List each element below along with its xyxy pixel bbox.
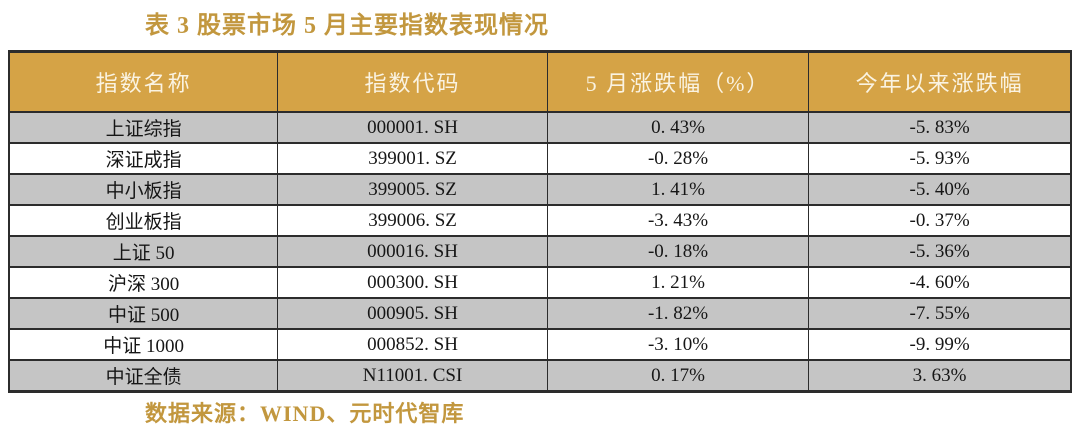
ytd-change-cell: -7. 55% bbox=[808, 297, 1072, 330]
may-change-cell: 0. 17% bbox=[546, 359, 810, 393]
may-change-cell: 1. 41% bbox=[546, 173, 810, 206]
index-name-cell: 中证 1000 bbox=[8, 328, 279, 361]
index-name-cell: 中小板指 bbox=[8, 173, 279, 206]
table-row: 创业板指 399006. SZ -3. 43% -0. 37% bbox=[8, 204, 1072, 237]
index-performance-table: 指数名称 指数代码 5 月涨跌幅（%） 今年以来涨跌幅 上证综指 000001.… bbox=[8, 50, 1072, 393]
index-name-cell: 深证成指 bbox=[8, 142, 279, 175]
may-change-cell: 1. 21% bbox=[546, 266, 810, 299]
ytd-change-cell: 3. 63% bbox=[808, 359, 1072, 393]
index-name-cell: 中证全债 bbox=[8, 359, 279, 393]
index-code-cell: 399001. SZ bbox=[277, 142, 548, 175]
page-title: 表 3 股票市场 5 月主要指数表现情况 bbox=[145, 13, 549, 39]
index-code-cell: 000016. SH bbox=[277, 235, 548, 268]
index-code-cell: N11001. CSI bbox=[277, 359, 548, 393]
index-code-cell: 000300. SH bbox=[277, 266, 548, 299]
table-row: 沪深 300 000300. SH 1. 21% -4. 60% bbox=[8, 266, 1072, 299]
table-row: 上证综指 000001. SH 0. 43% -5. 83% bbox=[8, 111, 1072, 144]
table-row: 中证 500 000905. SH -1. 82% -7. 55% bbox=[8, 297, 1072, 330]
ytd-change-cell: -5. 93% bbox=[808, 142, 1072, 175]
index-code-cell: 399005. SZ bbox=[277, 173, 548, 206]
may-change-cell: -0. 28% bbox=[546, 142, 810, 175]
index-name-cell: 上证 50 bbox=[8, 235, 279, 268]
index-code-cell: 000001. SH bbox=[277, 111, 548, 144]
index-code-cell: 000852. SH bbox=[277, 328, 548, 361]
may-change-cell: 0. 43% bbox=[546, 111, 810, 144]
may-change-cell: -1. 82% bbox=[546, 297, 810, 330]
table-row: 深证成指 399001. SZ -0. 28% -5. 93% bbox=[8, 142, 1072, 175]
index-code-cell: 399006. SZ bbox=[277, 204, 548, 237]
index-name-cell: 沪深 300 bbox=[8, 266, 279, 299]
table-row: 上证 50 000016. SH -0. 18% -5. 36% bbox=[8, 235, 1072, 268]
ytd-change-cell: -4. 60% bbox=[808, 266, 1072, 299]
table-row: 中小板指 399005. SZ 1. 41% -5. 40% bbox=[8, 173, 1072, 206]
ytd-change-cell: -0. 37% bbox=[808, 204, 1072, 237]
table-row: 中证 1000 000852. SH -3. 10% -9. 99% bbox=[8, 328, 1072, 361]
col-header-may-change: 5 月涨跌幅（%） bbox=[546, 50, 810, 113]
ytd-change-cell: -5. 83% bbox=[808, 111, 1072, 144]
index-name-cell: 上证综指 bbox=[8, 111, 279, 144]
may-change-cell: -3. 10% bbox=[546, 328, 810, 361]
may-change-cell: -3. 43% bbox=[546, 204, 810, 237]
index-code-cell: 000905. SH bbox=[277, 297, 548, 330]
ytd-change-cell: -5. 40% bbox=[808, 173, 1072, 206]
ytd-change-cell: -9. 99% bbox=[808, 328, 1072, 361]
may-change-cell: -0. 18% bbox=[546, 235, 810, 268]
col-header-index-name: 指数名称 bbox=[8, 50, 279, 113]
col-header-ytd-change: 今年以来涨跌幅 bbox=[808, 50, 1072, 113]
table-row: 中证全债 N11001. CSI 0. 17% 3. 63% bbox=[8, 359, 1072, 393]
header-row: 指数名称 指数代码 5 月涨跌幅（%） 今年以来涨跌幅 bbox=[8, 50, 1072, 113]
index-name-cell: 创业板指 bbox=[8, 204, 279, 237]
data-source-note: 数据来源：WIND、元时代智库 bbox=[145, 401, 465, 426]
ytd-change-cell: -5. 36% bbox=[808, 235, 1072, 268]
col-header-index-code: 指数代码 bbox=[277, 50, 548, 113]
index-name-cell: 中证 500 bbox=[8, 297, 279, 330]
